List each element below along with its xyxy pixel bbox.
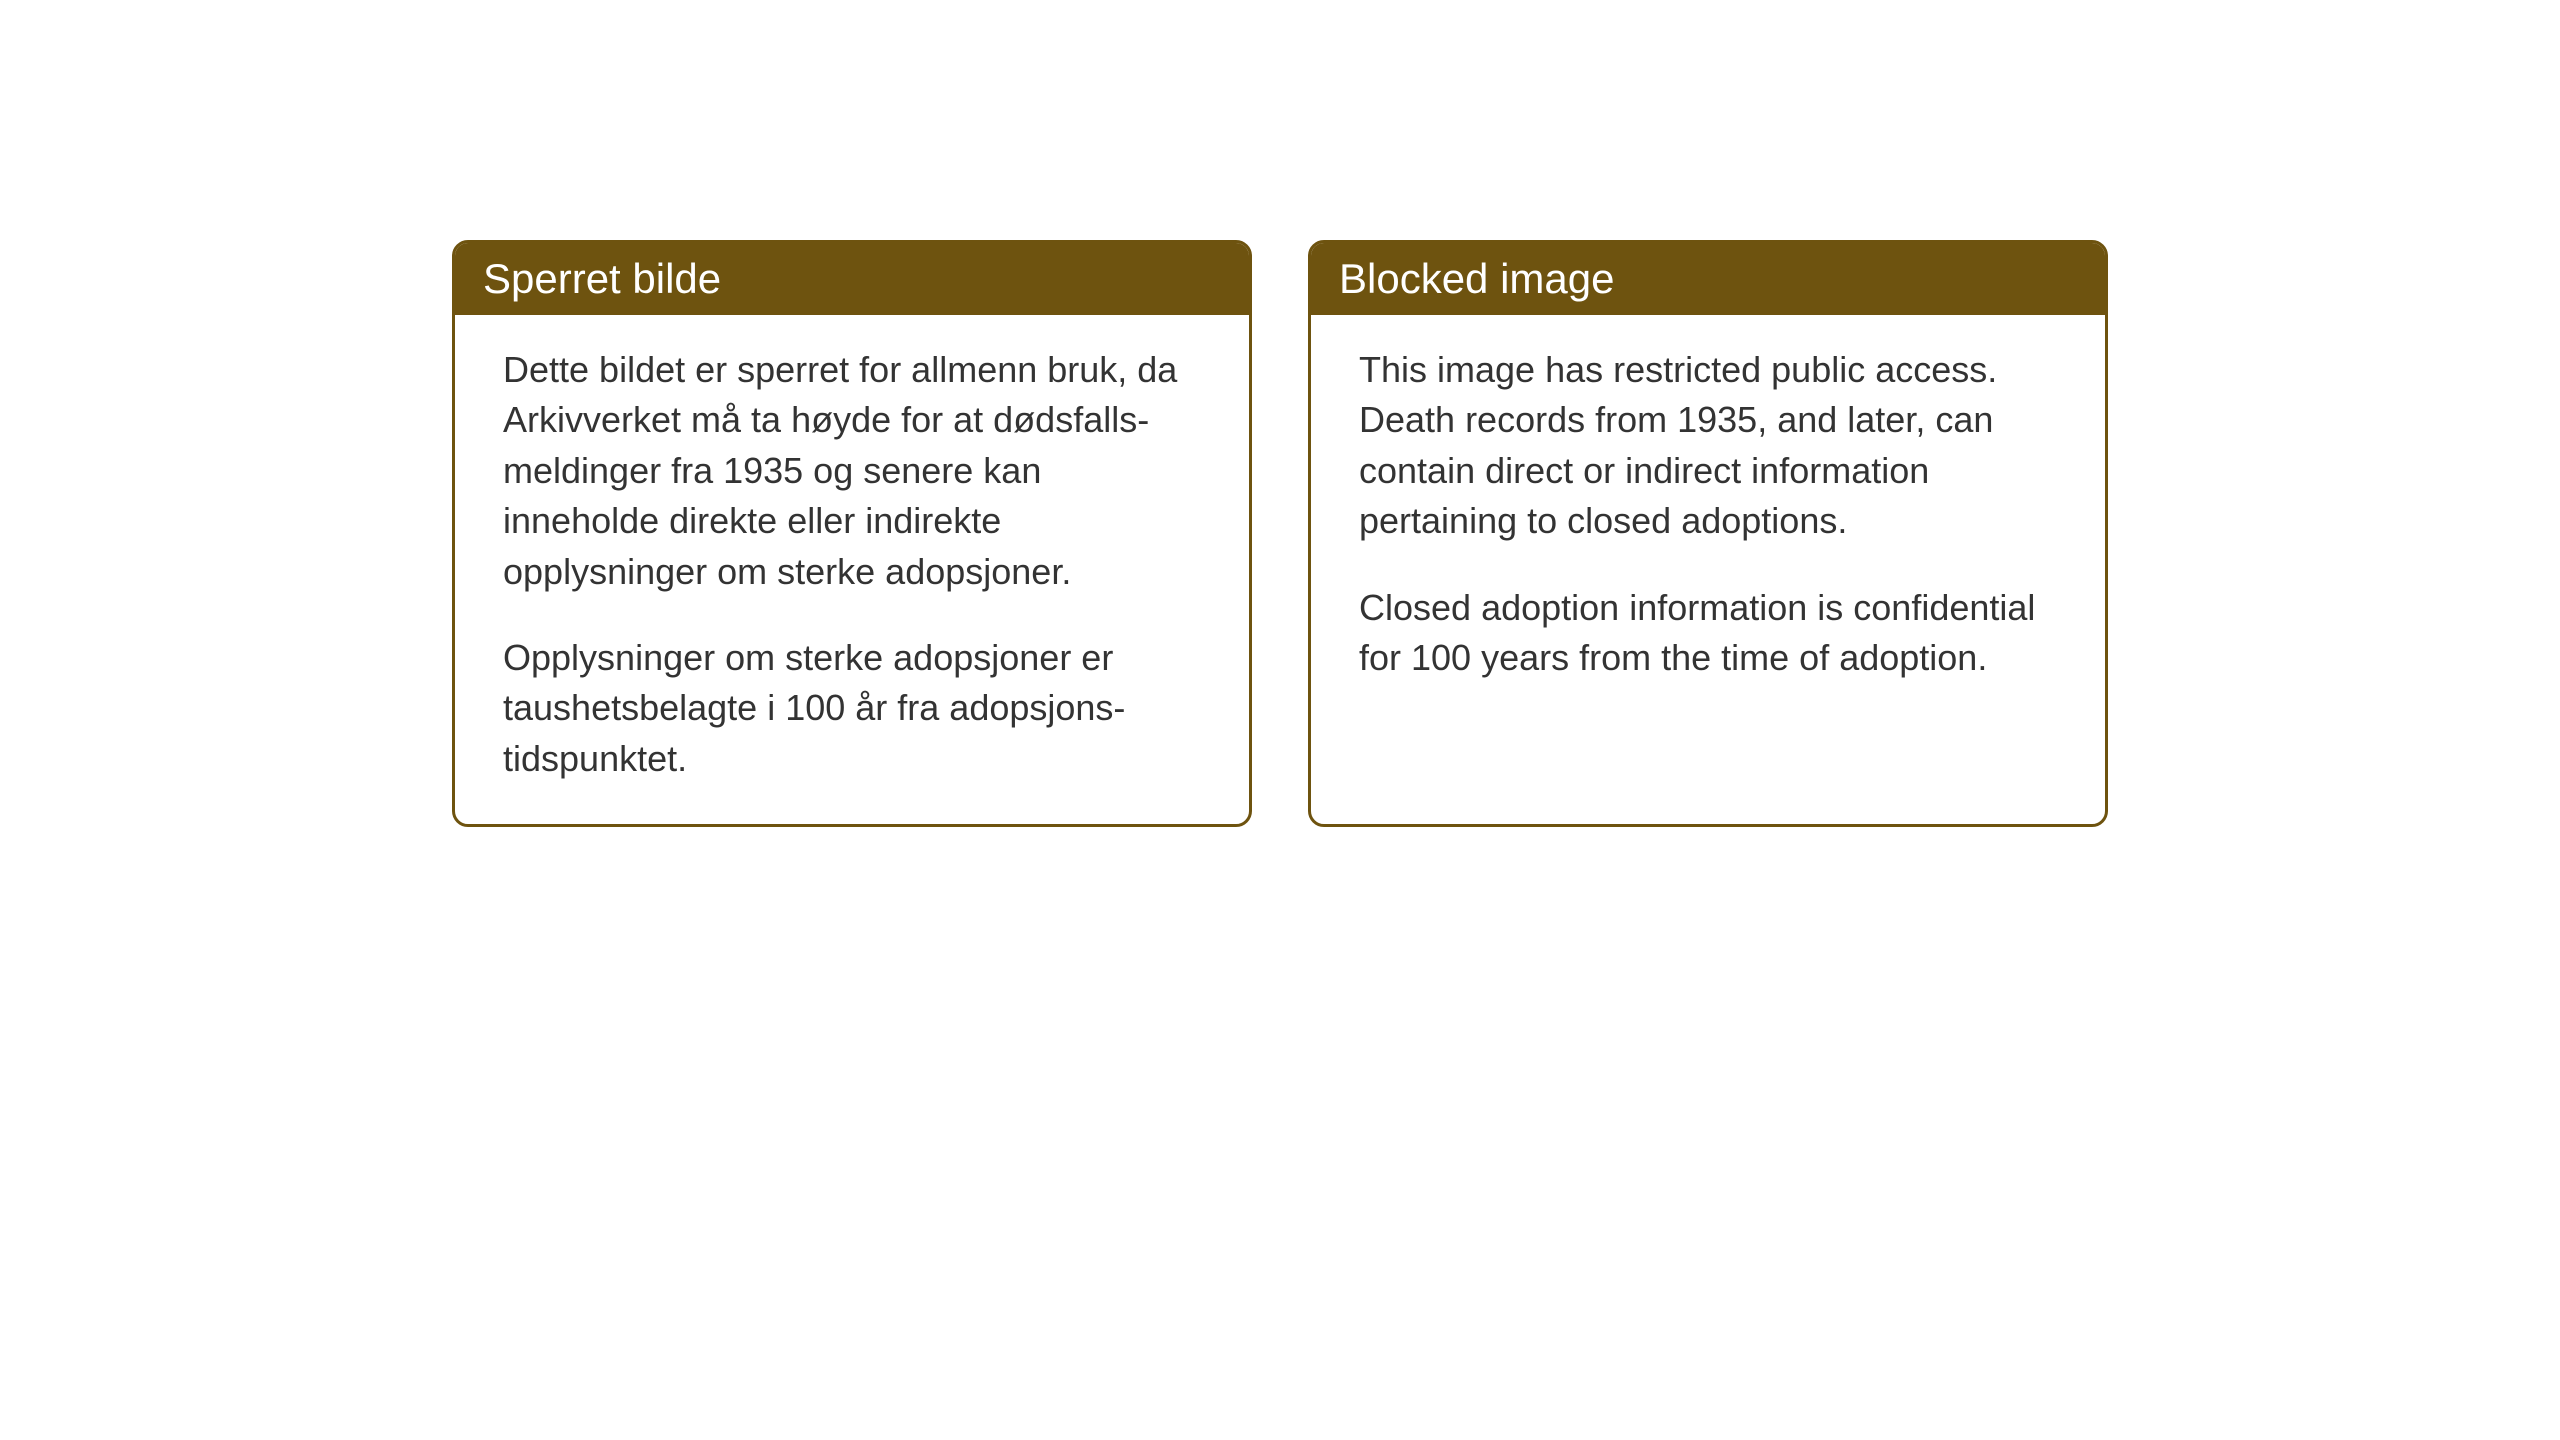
norwegian-paragraph-1: Dette bildet er sperret for allmenn bruk… xyxy=(503,345,1201,597)
notice-container: Sperret bilde Dette bildet er sperret fo… xyxy=(452,240,2108,827)
norwegian-card-title: Sperret bilde xyxy=(455,243,1249,315)
english-card-title: Blocked image xyxy=(1311,243,2105,315)
english-paragraph-2: Closed adoption information is confident… xyxy=(1359,583,2057,684)
norwegian-paragraph-2: Opplysninger om sterke adopsjoner er tau… xyxy=(503,633,1201,784)
english-card-body: This image has restricted public access.… xyxy=(1311,315,2105,747)
norwegian-card-body: Dette bildet er sperret for allmenn bruk… xyxy=(455,315,1249,824)
english-paragraph-1: This image has restricted public access.… xyxy=(1359,345,2057,547)
english-notice-card: Blocked image This image has restricted … xyxy=(1308,240,2108,827)
norwegian-notice-card: Sperret bilde Dette bildet er sperret fo… xyxy=(452,240,1252,827)
